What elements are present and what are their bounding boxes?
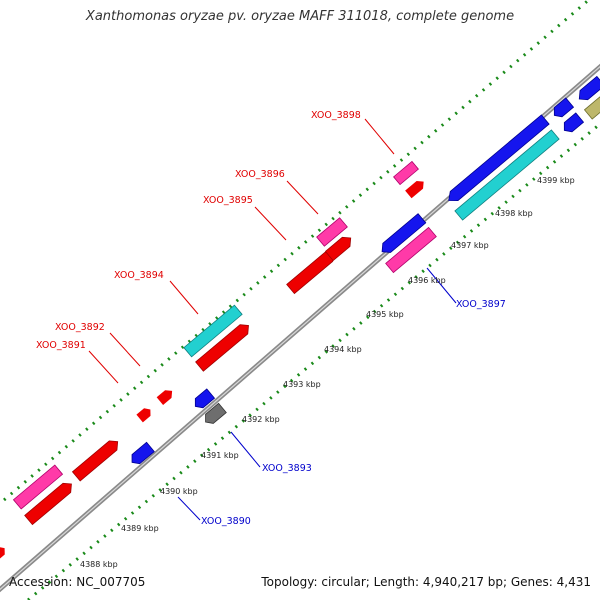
kbp-label: 4389 kbp <box>121 524 159 533</box>
gene-block-blue[interactable] <box>560 112 585 135</box>
kbp-label: 4394 kbp <box>324 345 362 354</box>
inner-tick-track <box>27 122 600 600</box>
gene-labels-minus: XOO_3890 XOO_3893 XOO_3897 <box>201 299 506 527</box>
kbp-label: 4391 kbp <box>201 451 239 460</box>
kbp-label: 4393 kbp <box>283 380 321 389</box>
gene-xoo-3894[interactable] <box>183 304 243 358</box>
gene-xoo-3892[interactable] <box>156 387 176 405</box>
gene-block-red[interactable] <box>71 437 121 482</box>
gene-label-xoo-3894[interactable]: XOO_3894 <box>114 270 164 281</box>
gene-block-blue[interactable] <box>445 114 550 205</box>
gene-xoo-3896[interactable] <box>316 217 348 247</box>
kbp-label: 4399 kbp <box>537 176 575 185</box>
gene-label-xoo-3890[interactable]: XOO_3890 <box>201 516 251 527</box>
gene-block-blue[interactable] <box>378 213 427 257</box>
gene-label-xoo-3897[interactable]: XOO_3897 <box>456 299 506 310</box>
kbp-label: 4395 kbp <box>366 310 404 319</box>
genome-summary-text: Topology: circular; Length: 4,940,217 bp… <box>261 575 591 589</box>
gene-block-magenta[interactable] <box>12 464 64 510</box>
gene-block-blue[interactable] <box>191 388 216 411</box>
outer-tick-track <box>3 0 591 502</box>
gene-block-blue[interactable] <box>550 97 575 120</box>
kbp-label: 4388 kbp <box>80 560 118 569</box>
gene-label-xoo-3895[interactable]: XOO_3895 <box>203 195 253 206</box>
gene-block-olive[interactable] <box>583 96 600 120</box>
kbp-label: 4398 kbp <box>495 209 533 218</box>
leader-lines-minus <box>177 267 457 521</box>
gene-block-red[interactable] <box>324 233 354 262</box>
page-title: Xanthomonas oryzae pv. oryzae MAFF 31101… <box>85 9 515 24</box>
kbp-label: 4390 kbp <box>160 487 198 496</box>
gene-label-xoo-3896[interactable]: XOO_3896 <box>235 169 285 180</box>
gene-label-xoo-3891[interactable]: XOO_3891 <box>36 340 86 351</box>
accession-text: Accession: NC_007705 <box>9 575 146 589</box>
plus-strand-genes <box>0 160 427 563</box>
gene-label-xoo-3892[interactable]: XOO_3892 <box>55 322 105 333</box>
gene-block-blue[interactable] <box>575 75 600 103</box>
gene-labels-plus: XOO_3891 XOO_3892 XOO_3894 XOO_3895 XOO_… <box>36 110 361 351</box>
gene-block-red[interactable] <box>24 479 76 526</box>
gene-block-cyan[interactable] <box>454 129 560 221</box>
gene-xoo-3898[interactable] <box>393 160 419 186</box>
gene-xoo-3893[interactable] <box>202 402 227 426</box>
leader-lines-plus <box>88 118 395 384</box>
gene-xoo-3891[interactable] <box>136 406 153 423</box>
gene-block-red[interactable] <box>0 544 8 563</box>
gene-xoo-3890[interactable] <box>128 441 155 467</box>
gene-xoo-3897[interactable] <box>385 226 437 274</box>
gene-label-xoo-3893[interactable]: XOO_3893 <box>262 463 312 474</box>
gene-block-red[interactable] <box>405 178 427 199</box>
gene-label-xoo-3898[interactable]: XOO_3898 <box>311 110 361 121</box>
kbp-label: 4392 kbp <box>242 415 280 424</box>
gene-block-red[interactable] <box>195 321 253 372</box>
kbp-label: 4396 kbp <box>408 276 446 285</box>
kbp-labels: 4388 kbp 4389 kbp 4390 kbp 4391 kbp 4392… <box>80 176 575 569</box>
kbp-label: 4397 kbp <box>451 241 489 250</box>
minus-strand-genes <box>128 75 600 467</box>
